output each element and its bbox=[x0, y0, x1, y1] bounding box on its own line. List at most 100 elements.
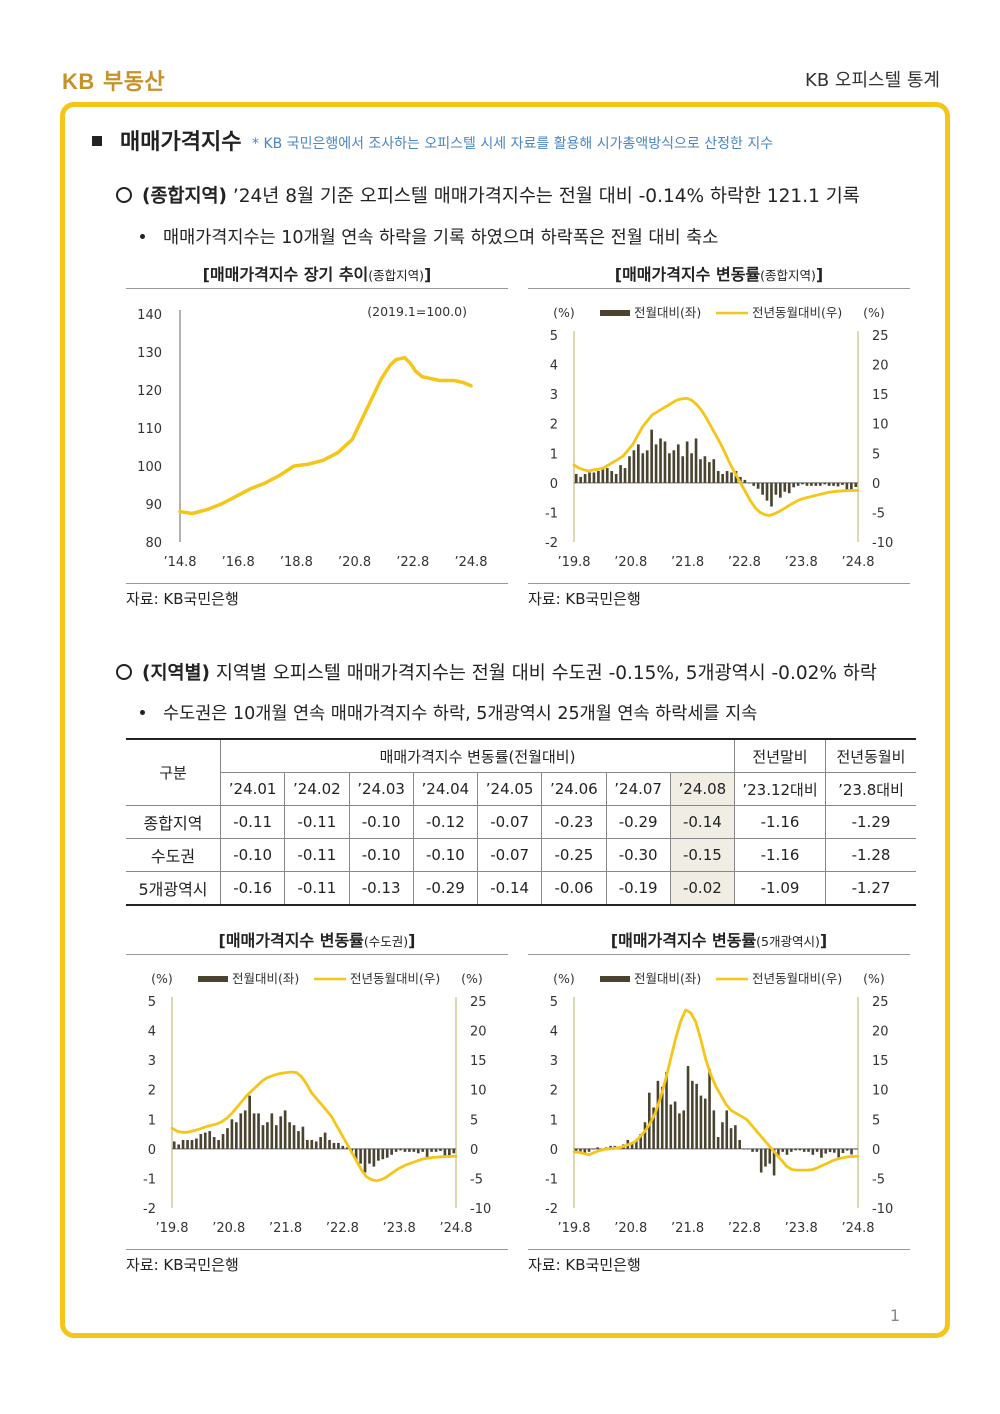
series-line bbox=[178, 355, 473, 516]
bar bbox=[742, 1148, 746, 1150]
bar bbox=[850, 1148, 853, 1155]
bar bbox=[765, 482, 769, 501]
bar bbox=[695, 1083, 698, 1149]
section-title: 매매가격지수 bbox=[92, 124, 241, 156]
paragraph-region-label: (지역별) bbox=[142, 663, 210, 684]
bar bbox=[354, 1148, 358, 1161]
x-tick-label: ’23.8 bbox=[785, 1221, 818, 1236]
table-cell: -0.12 bbox=[412, 805, 479, 839]
bar bbox=[235, 1122, 238, 1149]
x-tick-label: ’19.8 bbox=[557, 1221, 590, 1236]
bar bbox=[434, 1148, 438, 1152]
bar bbox=[712, 1110, 716, 1149]
bar bbox=[691, 1080, 694, 1149]
y-right-tick-label: -10 bbox=[872, 1202, 893, 1217]
bar bbox=[805, 482, 809, 486]
bar bbox=[637, 444, 640, 483]
table-row: 5개광역시 -0.16 -0.11 -0.13 -0.29 -0.14 -0.06 -0.19… bbox=[126, 871, 916, 906]
bar bbox=[372, 1148, 376, 1167]
bar bbox=[399, 1148, 402, 1151]
bar bbox=[734, 1125, 737, 1149]
table-header-row: 구분 매매가격지수 변동률(전월대비) 전년말비 전년동월비 bbox=[126, 738, 916, 806]
table-cell: -0.16 bbox=[219, 871, 286, 906]
y-left-tick-label: 1 bbox=[550, 1113, 558, 1128]
table-cell: -0.10 bbox=[348, 805, 414, 839]
bar bbox=[332, 1142, 336, 1149]
table-row-label: 수도권 bbox=[126, 838, 221, 872]
bar bbox=[172, 1141, 176, 1149]
table-subheader-row: ’24.01’24.02’24.03’24.04’24.05’24.06’24.… bbox=[126, 772, 916, 806]
y-left-tick-label: 1 bbox=[550, 447, 558, 462]
y-left-tick-label: 1 bbox=[148, 1113, 156, 1128]
table-month-header: ’24.06 bbox=[541, 772, 607, 806]
bar bbox=[439, 1148, 442, 1151]
bar bbox=[416, 1148, 420, 1154]
table-cell: -0.19 bbox=[605, 871, 671, 906]
bar bbox=[738, 1139, 741, 1149]
chart-long-term: [매매가격지수 장기 추이(종합지역)] 80 90 100 110 120 130 140… bbox=[126, 262, 508, 609]
bar bbox=[794, 1148, 797, 1151]
bar bbox=[337, 1142, 340, 1149]
chart-total-change: [매매가격지수 변동률(종합지역)] (%) (%) 전월대비(좌) 전년동월대비(우… bbox=[528, 262, 910, 609]
legend-bar-swatch bbox=[198, 976, 228, 982]
bar bbox=[759, 1148, 763, 1173]
y-left-tick-label: 0 bbox=[148, 1143, 156, 1158]
bar bbox=[668, 453, 671, 483]
bar bbox=[592, 472, 596, 483]
y-right-tick-label: -10 bbox=[470, 1202, 491, 1217]
table-cell: -0.10 bbox=[219, 838, 286, 872]
chart-metro-change: [매매가격지수 변동률(5개광역시)] (%) (%) 전월대비(좌) 전년동월대비(… bbox=[528, 928, 910, 1275]
bar bbox=[605, 468, 609, 483]
bar bbox=[283, 1110, 287, 1149]
chart-source: 자료: KB국민은행 bbox=[528, 1256, 641, 1274]
bar bbox=[425, 1148, 429, 1158]
bar bbox=[685, 441, 689, 483]
bar bbox=[574, 1148, 578, 1152]
bar bbox=[832, 482, 835, 486]
bar bbox=[643, 1122, 647, 1149]
bar bbox=[708, 1069, 711, 1149]
bar bbox=[777, 1148, 780, 1158]
paragraph-region-text: 지역별 오피스텔 매매가격지수는 전월 대비 수도권 -0.15%, 5개광역시… bbox=[209, 663, 877, 684]
bar bbox=[699, 459, 702, 483]
bar bbox=[837, 1148, 840, 1158]
bar bbox=[772, 1148, 776, 1176]
bar bbox=[703, 456, 707, 483]
bar bbox=[648, 1092, 651, 1149]
table-month-header: ’24.08 bbox=[669, 772, 736, 806]
chart-long-svg: 80 90 100 110 120 130 140 ’14.8 ’16.8 ’18.8 ’20.8 ’… bbox=[137, 304, 487, 570]
table-month-header: ’24.02 bbox=[284, 772, 350, 806]
table-month-header: ’24.05 bbox=[476, 772, 543, 806]
legend-line-label: 전년동월대비(우) bbox=[752, 971, 842, 986]
x-tick-label: ’20.8 bbox=[614, 1221, 647, 1236]
bar bbox=[725, 471, 729, 483]
bar bbox=[756, 482, 760, 489]
x-tick-label: ’19.8 bbox=[557, 555, 590, 570]
paragraph-region: (지역별) 지역별 오피스텔 매매가격지수는 전월 대비 수도권 -0.15%,… bbox=[116, 659, 877, 685]
y-right-tick-label: 20 bbox=[470, 1025, 487, 1040]
x-tick-label: ’23.8 bbox=[785, 555, 818, 570]
legend-line-label: 전년동월대비(우) bbox=[752, 305, 842, 320]
document-title: KB 오피스텔 통계 bbox=[805, 70, 940, 91]
bar bbox=[257, 1113, 260, 1149]
legend-bar-label: 전월대비(좌) bbox=[634, 305, 701, 320]
table-month-header: ’24.07 bbox=[605, 772, 671, 806]
table-cell: -0.07 bbox=[476, 805, 543, 839]
bar bbox=[301, 1126, 305, 1149]
y-right-tick-label: 0 bbox=[470, 1143, 478, 1158]
table-cell: -0.11 bbox=[284, 805, 350, 839]
chart-rule-top bbox=[126, 954, 508, 955]
y-right-tick-label: 20 bbox=[872, 359, 889, 374]
bar bbox=[217, 1139, 220, 1149]
bar bbox=[274, 1125, 278, 1149]
bar bbox=[752, 482, 756, 486]
series-line bbox=[572, 396, 860, 517]
y-left-tick-label: -1 bbox=[545, 1172, 558, 1187]
x-tick-label: ’20.8 bbox=[338, 555, 371, 570]
x-tick-label: ’20.8 bbox=[212, 1221, 245, 1236]
bar bbox=[363, 1148, 367, 1173]
bar bbox=[798, 1148, 802, 1151]
table-cell: -0.11 bbox=[284, 838, 350, 872]
chart-title: [매매가격지수 변동률(종합지역)] bbox=[614, 265, 824, 284]
bar bbox=[669, 1104, 673, 1149]
